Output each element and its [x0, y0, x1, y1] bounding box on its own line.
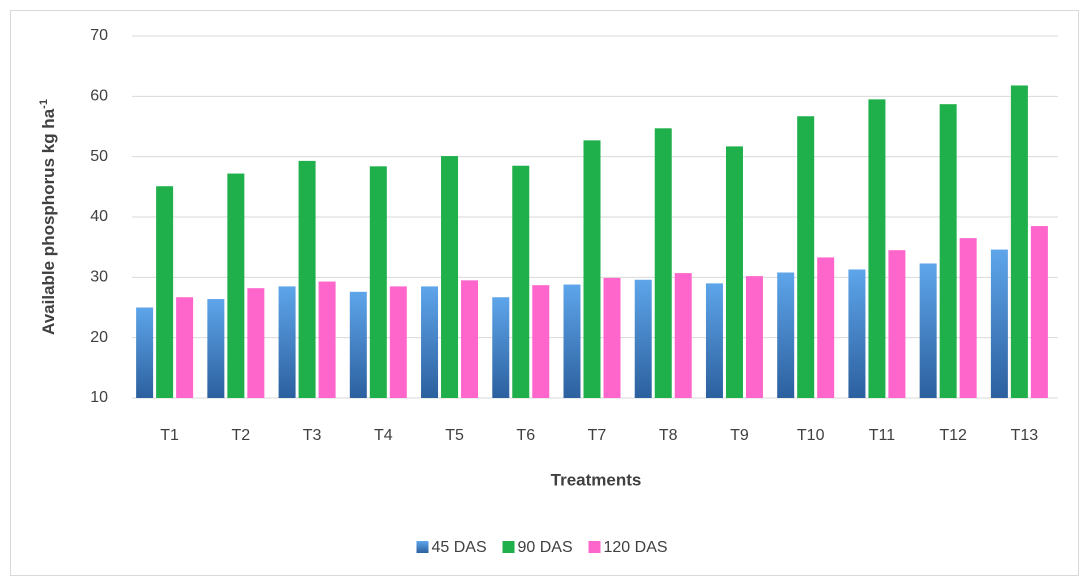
bar: [512, 165, 530, 398]
bar: [1030, 226, 1048, 398]
bar: [492, 297, 510, 398]
x-axis-title: Treatments: [551, 470, 642, 489]
bar: [441, 156, 459, 398]
bar: [583, 140, 601, 399]
bar: [156, 186, 174, 398]
bar: [421, 286, 439, 398]
bar: [888, 250, 906, 398]
bar: [603, 277, 621, 398]
bar: [959, 238, 977, 398]
legend-label: 45 DAS: [432, 539, 487, 556]
bar: [278, 286, 296, 398]
x-tick-label: T4: [374, 427, 393, 444]
x-tick-label: T8: [659, 427, 678, 444]
x-tick-label: T1: [160, 427, 179, 444]
x-tick-label: T3: [303, 427, 322, 444]
bar: [939, 104, 957, 398]
bar: [389, 286, 407, 398]
bar: [318, 281, 336, 398]
x-tick-label: T6: [516, 427, 535, 444]
legend-swatch: [416, 541, 429, 553]
bar: [227, 173, 245, 398]
y-tick-label: 50: [90, 148, 108, 165]
y-tick-label: 20: [90, 329, 108, 346]
legend-swatch: [502, 541, 515, 553]
x-tick-label: T12: [939, 427, 967, 444]
x-tick-label: T13: [1011, 427, 1039, 444]
x-tick-label: T9: [730, 427, 749, 444]
bar: [817, 257, 835, 398]
bar: [298, 160, 316, 398]
bar: [563, 284, 581, 398]
bar: [461, 280, 479, 398]
bar: [848, 269, 866, 398]
y-axis-title: Available phosphorus kg ha-1: [38, 99, 59, 335]
bar: [207, 299, 225, 398]
y-tick-label: 30: [90, 269, 108, 286]
y-tick-label: 10: [90, 389, 108, 406]
bar: [705, 283, 723, 398]
legend-swatch: [588, 541, 601, 553]
bar: [990, 249, 1008, 398]
bar: [634, 279, 652, 398]
bar: [654, 128, 672, 398]
bar: [725, 146, 743, 398]
bar: [136, 307, 154, 398]
legend-label: 90 DAS: [518, 539, 573, 556]
bar: [532, 285, 550, 398]
bar: [777, 272, 795, 398]
bar: [176, 297, 194, 398]
bar: [1010, 85, 1028, 399]
bar: [674, 273, 692, 398]
x-tick-label: T2: [232, 427, 251, 444]
bar: [797, 116, 815, 398]
x-tick-label: T5: [445, 427, 464, 444]
x-tick-label: T11: [869, 427, 895, 444]
y-axis-title-sup: -1: [38, 99, 50, 109]
bar: [369, 166, 387, 398]
y-tick-label: 70: [90, 27, 108, 44]
y-tick-label: 40: [90, 208, 108, 225]
bar: [349, 291, 367, 398]
bar: [868, 99, 886, 398]
x-tick-label: T7: [588, 427, 607, 444]
bar: [745, 276, 763, 398]
y-tick-label: 60: [90, 88, 108, 105]
bar: [919, 263, 937, 398]
x-tick-label: T10: [797, 427, 825, 444]
bar: [247, 288, 265, 398]
y-axis-title-text: Available phosphorus kg ha: [39, 108, 58, 335]
legend-label: 120 DAS: [604, 539, 668, 556]
